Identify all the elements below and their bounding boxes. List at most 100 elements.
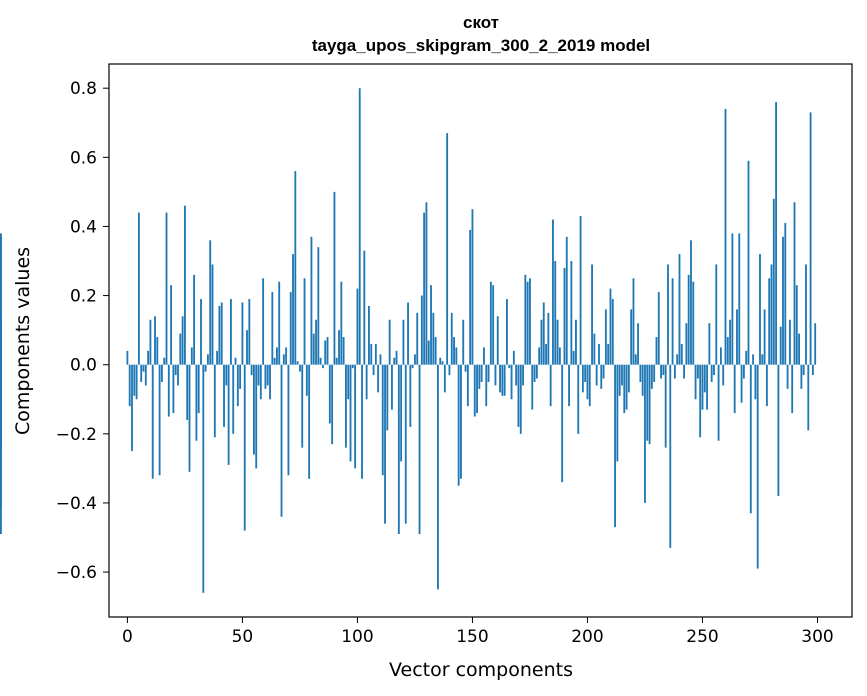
bar-54 <box>250 364 253 376</box>
bar-297 <box>809 112 812 365</box>
bar-41 <box>220 302 223 365</box>
bar-156 <box>485 364 488 407</box>
bar-266 <box>738 233 741 365</box>
x-tick-label: 0 <box>122 627 133 647</box>
y-tick-label: −0.4 <box>56 494 97 514</box>
bar-279 <box>768 278 771 365</box>
bar-189 <box>561 364 564 483</box>
bar-267 <box>740 364 743 403</box>
bar-264 <box>733 364 736 414</box>
bar-33 <box>202 364 205 593</box>
bar-177 <box>533 364 536 382</box>
bar-172 <box>522 364 524 386</box>
bar-40 <box>218 305 221 365</box>
bar-252 <box>706 364 708 410</box>
bar-170 <box>517 364 520 427</box>
bar-151 <box>473 364 476 417</box>
bar-47 <box>234 357 237 365</box>
bar-56 <box>255 364 258 469</box>
bar-113 <box>386 364 389 431</box>
bar-18 <box>167 364 170 417</box>
bar-124 <box>411 364 414 369</box>
bar-289 <box>791 364 794 414</box>
bar-288 <box>788 319 791 365</box>
bar-284 <box>779 326 782 365</box>
bar-119 <box>400 364 403 462</box>
bar-295 <box>805 264 807 365</box>
bar-207 <box>602 364 605 379</box>
bar-236 <box>669 364 672 548</box>
bar-184 <box>549 364 552 407</box>
bar-1 <box>128 364 131 407</box>
bar-34 <box>204 364 207 372</box>
bar-269 <box>745 350 748 365</box>
bar-6 <box>140 364 143 382</box>
bar-168 <box>512 350 515 365</box>
bar-118 <box>397 364 400 535</box>
bar-102 <box>361 364 363 479</box>
bar-231 <box>657 292 660 365</box>
y-tick-label: −0.2 <box>56 425 97 445</box>
bar-182 <box>545 343 547 365</box>
x-tick-label: 200 <box>571 627 603 647</box>
bar-282 <box>775 102 778 365</box>
bar-227 <box>648 364 651 445</box>
bar-14 <box>158 364 161 476</box>
bar-55 <box>253 364 255 455</box>
bar-285 <box>782 236 784 365</box>
bar-87 <box>326 337 329 365</box>
bar-105 <box>368 305 370 365</box>
bar-214 <box>618 364 621 396</box>
x-tick-label: 150 <box>456 627 488 647</box>
bar-283 <box>777 364 780 497</box>
bar-66 <box>278 281 281 365</box>
bar-206 <box>600 364 603 389</box>
bar-299 <box>814 323 817 365</box>
bar-225 <box>644 364 646 503</box>
bar-51 <box>243 364 246 531</box>
bar-223 <box>639 364 642 382</box>
bar-246 <box>692 281 695 365</box>
bar-80 <box>310 236 313 365</box>
bar-147 <box>464 364 467 372</box>
bar-258 <box>719 347 722 365</box>
bar-32 <box>200 299 202 365</box>
bar-117 <box>395 350 398 365</box>
y-axis-label: Components values <box>12 247 34 435</box>
bar-76 <box>301 364 304 448</box>
bar-242 <box>683 364 685 379</box>
bar-260 <box>724 108 727 365</box>
bar-261 <box>726 337 729 365</box>
bar-59 <box>262 278 265 365</box>
bar-173 <box>524 274 527 365</box>
bar-series <box>0 88 817 593</box>
bar-8 <box>144 364 147 386</box>
bar-255 <box>713 364 715 376</box>
bar-27 <box>188 364 191 472</box>
x-tick-label: 50 <box>232 627 254 647</box>
bar-42 <box>223 364 225 427</box>
bar-100 <box>356 288 359 365</box>
bar-26 <box>186 364 189 420</box>
bar-undefined <box>0 236 2 365</box>
bar-166 <box>508 364 511 369</box>
bar-35 <box>206 354 209 365</box>
bar-120 <box>402 319 405 365</box>
bar-61 <box>266 364 269 386</box>
bar-204 <box>595 364 598 386</box>
bar-230 <box>655 337 658 365</box>
bar-143 <box>455 347 458 365</box>
bar-202 <box>591 264 593 365</box>
bar-186 <box>554 261 557 365</box>
bar-71 <box>289 292 292 365</box>
bar-111 <box>381 364 384 476</box>
bar-138 <box>443 364 446 393</box>
bar-130 <box>425 202 428 365</box>
bar-128 <box>420 295 423 365</box>
bar-164 <box>503 364 506 396</box>
bar-121 <box>404 364 407 524</box>
bar-191 <box>565 236 568 365</box>
bar-163 <box>501 364 504 396</box>
bar-98 <box>351 364 354 369</box>
bar-256 <box>715 264 718 365</box>
